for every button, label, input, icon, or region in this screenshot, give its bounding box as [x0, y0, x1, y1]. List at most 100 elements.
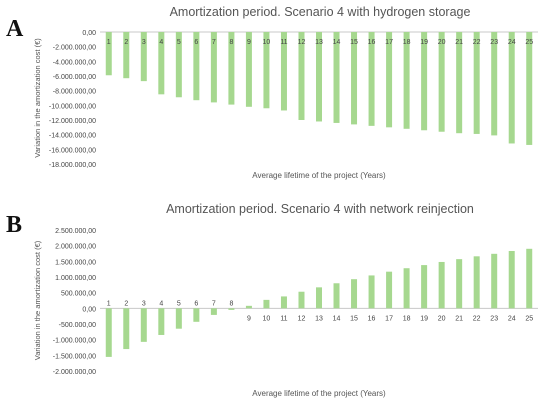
bar — [526, 32, 533, 145]
bar — [473, 32, 480, 134]
x-category-label: 14 — [333, 315, 341, 322]
bar — [351, 279, 358, 309]
bar — [105, 308, 112, 357]
x-category-label: 10 — [263, 315, 271, 322]
bar — [193, 308, 200, 322]
bar — [245, 32, 252, 107]
x-category-label: 21 — [455, 315, 463, 322]
bar — [193, 32, 200, 101]
bar — [280, 32, 287, 111]
y-tick-label: -14.000.000,00 — [49, 133, 96, 140]
y-tick-label: -500.000,00 — [59, 322, 96, 329]
bar — [175, 32, 182, 98]
y-tick-label: 0,00 — [82, 306, 96, 313]
x-category-label: 18 — [403, 39, 411, 46]
bar — [351, 32, 358, 125]
bar — [526, 248, 533, 309]
bar — [386, 32, 393, 128]
bar — [316, 32, 322, 122]
bar — [438, 261, 445, 309]
x-category-label: 10 — [263, 39, 271, 46]
chart-title: Amortization period. Scenario 4 with hyd… — [170, 5, 471, 19]
x-category-label: 9 — [247, 315, 251, 322]
bar — [123, 32, 130, 79]
bar — [158, 308, 165, 335]
x-axis-label: Average lifetime of the project (Years) — [252, 389, 386, 398]
chart-panel-a: A Amortization period. Scenario 4 with h… — [0, 0, 550, 200]
bar — [473, 256, 480, 309]
x-category-label: 7 — [212, 39, 216, 46]
bar — [210, 308, 217, 315]
x-category-label: 17 — [385, 315, 393, 322]
y-tick-label: -4.000.000,00 — [53, 59, 96, 66]
panel-label-b: B — [6, 212, 23, 238]
x-category-label: 13 — [315, 39, 323, 46]
x-category-label: 12 — [298, 39, 306, 46]
x-category-label: 18 — [403, 315, 411, 322]
bar — [263, 299, 270, 309]
bar — [421, 32, 428, 131]
x-category-label: 8 — [229, 300, 233, 307]
y-tick-label: 1.000.000,00 — [55, 275, 96, 282]
chart-a: Amortization period. Scenario 4 with hyd… — [33, 5, 538, 180]
bar — [105, 32, 112, 76]
x-category-label: 6 — [194, 39, 198, 46]
x-category-label: 22 — [473, 39, 481, 46]
y-tick-label: 500.000,00 — [61, 291, 96, 298]
bar — [280, 296, 287, 309]
y-tick-label: -12.000.000,00 — [49, 118, 96, 125]
x-category-label: 7 — [212, 300, 216, 307]
y-tick-label: -2.000.000,00 — [53, 45, 96, 52]
bar — [438, 32, 445, 132]
x-axis-label: Average lifetime of the project (Years) — [252, 171, 386, 180]
bar — [386, 271, 393, 309]
x-category-label: 21 — [455, 39, 463, 46]
y-tick-label: -16.000.000,00 — [49, 147, 96, 154]
y-tick-label: -10.000.000,00 — [49, 103, 96, 110]
x-category-label: 1 — [107, 39, 111, 46]
y-tick-label: -2.000.000,00 — [53, 369, 96, 376]
y-tick-label: -18.000.000,00 — [49, 162, 96, 169]
x-category-label: 25 — [525, 315, 533, 322]
x-category-label: 23 — [490, 39, 498, 46]
y-tick-label: -8.000.000,00 — [53, 89, 96, 96]
bar — [508, 32, 515, 144]
bar — [158, 32, 165, 95]
x-category-label: 20 — [438, 315, 446, 322]
x-category-label: 11 — [280, 39, 287, 46]
x-category-label: 15 — [350, 315, 358, 322]
chart-panel-b: B Amortization period. Scenario 4 with n… — [0, 200, 550, 413]
x-category-label: 12 — [298, 315, 306, 322]
y-tick-label: -1.500.000,00 — [53, 353, 96, 360]
x-category-label: 5 — [177, 39, 181, 46]
x-category-label: 19 — [420, 39, 428, 46]
bar — [491, 32, 498, 136]
x-category-label: 25 — [525, 39, 533, 46]
bar — [140, 308, 147, 342]
y-tick-label: 1.500.000,00 — [55, 259, 96, 266]
y-axis-label: Variation in the amortization cost (€) — [33, 38, 42, 158]
y-tick-label: 0,00 — [82, 30, 96, 37]
panel-label-a: A — [6, 16, 24, 42]
bar — [456, 259, 463, 309]
bar — [456, 32, 463, 134]
bar — [245, 305, 252, 309]
x-category-label: 17 — [385, 39, 393, 46]
x-category-label: 4 — [159, 39, 163, 46]
bar — [403, 268, 410, 309]
chart-title: Amortization period. Scenario 4 with net… — [166, 202, 474, 216]
x-category-label: 15 — [350, 39, 358, 46]
bar — [333, 283, 340, 309]
x-category-label: 20 — [438, 39, 446, 46]
x-category-label: 16 — [368, 315, 376, 322]
x-category-label: 2 — [124, 39, 128, 46]
bar — [333, 32, 340, 123]
chart-b: Amortization period. Scenario 4 with net… — [33, 202, 538, 398]
x-category-label: 2 — [124, 300, 128, 307]
x-category-label: 4 — [159, 300, 163, 307]
bar — [421, 265, 428, 309]
bar — [368, 32, 375, 126]
x-category-label: 3 — [142, 300, 146, 307]
bar — [175, 308, 182, 329]
x-category-label: 3 — [142, 39, 146, 46]
